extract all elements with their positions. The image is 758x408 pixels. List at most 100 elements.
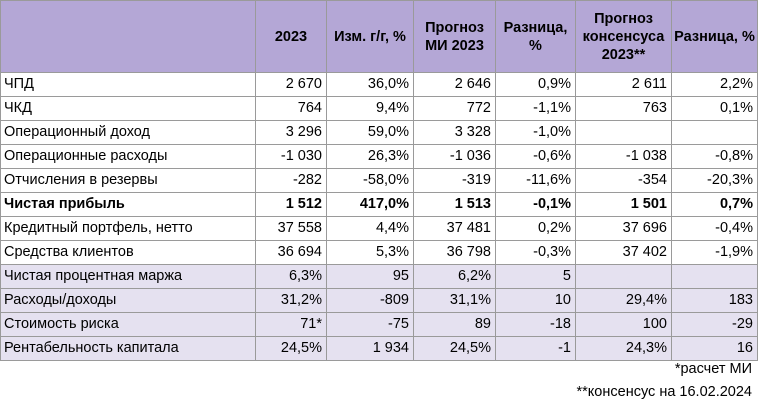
- table-row: Средства клиентов 36 694 5,3% 36 798 -0,…: [0, 240, 758, 265]
- table-row-ratio: Стоимость риска 71* -75 89 -18 100 -29: [0, 312, 758, 337]
- cell-diff-consensus: 0,7%: [671, 192, 758, 217]
- cell-diff-mi: 5: [495, 264, 576, 289]
- cell-mi-forecast: 772: [413, 96, 496, 121]
- cell-consensus: -354: [575, 168, 672, 193]
- cell-diff-mi: -0,6%: [495, 144, 576, 169]
- cell-2023: 31,2%: [255, 288, 327, 313]
- cell-diff-mi: -1,0%: [495, 120, 576, 145]
- row-label: Чистая прибыль: [0, 192, 256, 217]
- cell-2023: 71*: [255, 312, 327, 337]
- cell-2023: 2 670: [255, 72, 327, 97]
- cell-diff-consensus: [671, 120, 758, 145]
- footnote-mi-calc: *расчет МИ: [674, 361, 752, 377]
- cell-consensus: 100: [575, 312, 672, 337]
- table-row: ЧПД 2 670 36,0% 2 646 0,9% 2 611 2,2%: [0, 72, 758, 97]
- table-row-ratio: Чистая процентная маржа 6,3% 95 6,2% 5: [0, 264, 758, 289]
- cell-2023: -282: [255, 168, 327, 193]
- row-label: Операционные расходы: [0, 144, 256, 169]
- cell-diff-mi: 0,9%: [495, 72, 576, 97]
- header-diff-consensus: Разница, %: [671, 0, 758, 73]
- table-row: Отчисления в резервы -282 -58,0% -319 -1…: [0, 168, 758, 193]
- row-label: Отчисления в резервы: [0, 168, 256, 193]
- row-label: Кредитный портфель, нетто: [0, 216, 256, 241]
- cell-yoy: -75: [326, 312, 414, 337]
- cell-diff-consensus: 183: [671, 288, 758, 313]
- cell-yoy: 36,0%: [326, 72, 414, 97]
- cell-consensus: 1 501: [575, 192, 672, 217]
- footnote-consensus-date: **консенсус на 16.02.2024: [576, 384, 752, 400]
- cell-yoy: 59,0%: [326, 120, 414, 145]
- cell-2023: 764: [255, 96, 327, 121]
- table-row: Операционные расходы -1 030 26,3% -1 036…: [0, 144, 758, 169]
- header-mi-forecast: Прогноз МИ 2023: [413, 0, 496, 73]
- cell-diff-mi: -1,1%: [495, 96, 576, 121]
- cell-yoy: 26,3%: [326, 144, 414, 169]
- cell-diff-consensus: 2,2%: [671, 72, 758, 97]
- cell-diff-mi: -0,1%: [495, 192, 576, 217]
- cell-consensus: 2 611: [575, 72, 672, 97]
- cell-diff-mi: 10: [495, 288, 576, 313]
- cell-2023: 36 694: [255, 240, 327, 265]
- row-label: Операционный доход: [0, 120, 256, 145]
- table-row-net-profit: Чистая прибыль 1 512 417,0% 1 513 -0,1% …: [0, 192, 758, 217]
- cell-mi-forecast: -1 036: [413, 144, 496, 169]
- cell-yoy: 5,3%: [326, 240, 414, 265]
- cell-mi-forecast: 89: [413, 312, 496, 337]
- table-row: Кредитный портфель, нетто 37 558 4,4% 37…: [0, 216, 758, 241]
- cell-diff-mi: -11,6%: [495, 168, 576, 193]
- table-row: Операционный доход 3 296 59,0% 3 328 -1,…: [0, 120, 758, 145]
- cell-diff-consensus: 0,1%: [671, 96, 758, 121]
- cell-consensus: 37 696: [575, 216, 672, 241]
- cell-diff-mi: -0,3%: [495, 240, 576, 265]
- header-consensus-forecast: Прогноз консенсуса 2023**: [575, 0, 672, 73]
- cell-2023: -1 030: [255, 144, 327, 169]
- cell-mi-forecast: 1 513: [413, 192, 496, 217]
- financial-results-table: 2023 Изм. г/г, % Прогноз МИ 2023 Разница…: [0, 0, 758, 361]
- cell-2023: 37 558: [255, 216, 327, 241]
- cell-diff-consensus: [671, 264, 758, 289]
- row-label: Чистая процентная маржа: [0, 264, 256, 289]
- row-label: Рентабельность капитала: [0, 336, 256, 361]
- cell-diff-consensus: -29: [671, 312, 758, 337]
- table-header-row: 2023 Изм. г/г, % Прогноз МИ 2023 Разница…: [0, 0, 758, 73]
- row-label: Стоимость риска: [0, 312, 256, 337]
- cell-yoy: 4,4%: [326, 216, 414, 241]
- cell-yoy: 9,4%: [326, 96, 414, 121]
- cell-yoy: 1 934: [326, 336, 414, 361]
- footnotes: *расчет МИ **консенсус на 16.02.2024: [577, 358, 752, 404]
- cell-mi-forecast: 2 646: [413, 72, 496, 97]
- table-row: ЧКД 764 9,4% 772 -1,1% 763 0,1%: [0, 96, 758, 121]
- cell-consensus: -1 038: [575, 144, 672, 169]
- cell-mi-forecast: 3 328: [413, 120, 496, 145]
- header-2023: 2023: [255, 0, 327, 73]
- cell-consensus: [575, 264, 672, 289]
- cell-yoy: -58,0%: [326, 168, 414, 193]
- cell-diff-consensus: -1,9%: [671, 240, 758, 265]
- cell-mi-forecast: 36 798: [413, 240, 496, 265]
- row-label: Расходы/доходы: [0, 288, 256, 313]
- row-label: ЧПД: [0, 72, 256, 97]
- cell-yoy: -809: [326, 288, 414, 313]
- cell-mi-forecast: 24,5%: [413, 336, 496, 361]
- cell-diff-consensus: -0,4%: [671, 216, 758, 241]
- cell-consensus: 37 402: [575, 240, 672, 265]
- cell-2023: 24,5%: [255, 336, 327, 361]
- header-yoy-change: Изм. г/г, %: [326, 0, 414, 73]
- header-diff-mi: Разница, %: [495, 0, 576, 73]
- header-blank-cell: [0, 0, 256, 73]
- cell-diff-mi: 0,2%: [495, 216, 576, 241]
- cell-consensus: 29,4%: [575, 288, 672, 313]
- cell-consensus: [575, 120, 672, 145]
- cell-2023: 6,3%: [255, 264, 327, 289]
- cell-2023: 3 296: [255, 120, 327, 145]
- cell-2023: 1 512: [255, 192, 327, 217]
- cell-yoy: 417,0%: [326, 192, 414, 217]
- cell-diff-mi: -18: [495, 312, 576, 337]
- cell-yoy: 95: [326, 264, 414, 289]
- cell-diff-consensus: -0,8%: [671, 144, 758, 169]
- cell-mi-forecast: 37 481: [413, 216, 496, 241]
- cell-mi-forecast: 6,2%: [413, 264, 496, 289]
- cell-consensus: 24,3%: [575, 336, 672, 361]
- cell-mi-forecast: -319: [413, 168, 496, 193]
